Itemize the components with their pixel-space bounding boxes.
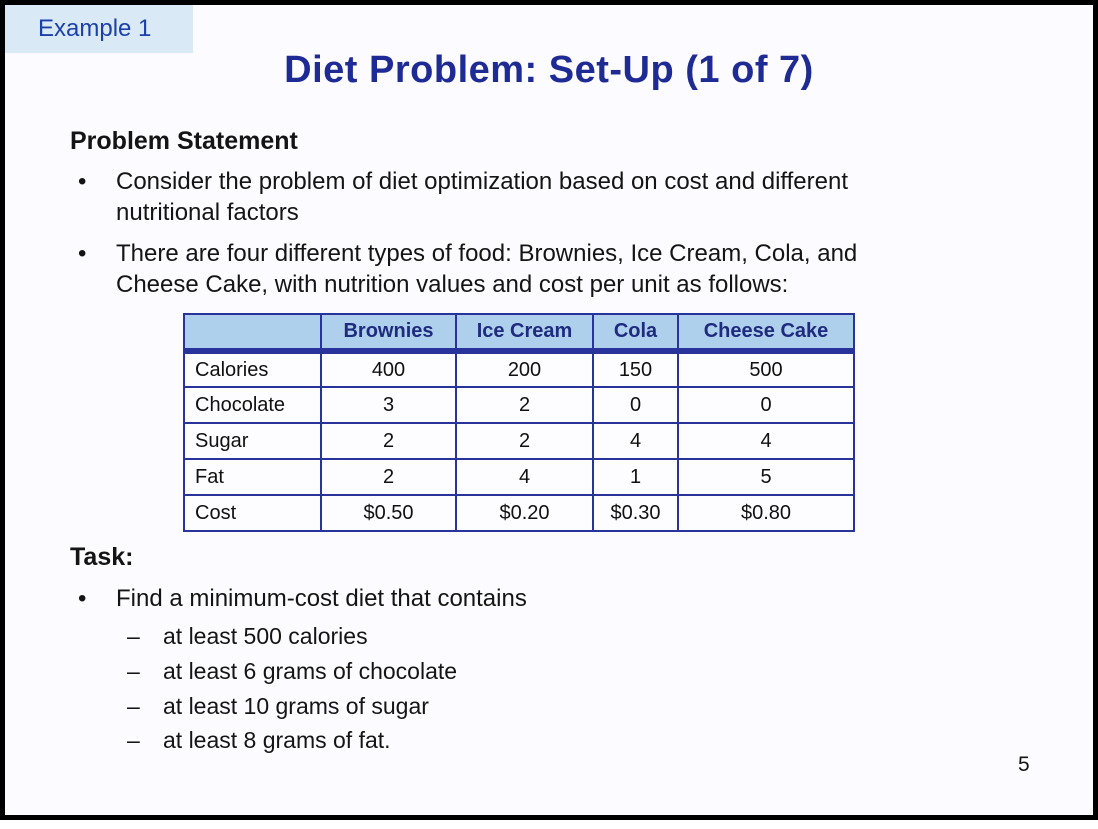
row-label: Fat (183, 458, 322, 496)
cell-value: 2 (320, 422, 457, 460)
dash-marker: – (127, 623, 140, 649)
task-sub-bullet-sugar: – at least 10 grams of sugar (127, 692, 429, 721)
column-header-cheese-cake: Cheese Cake (677, 313, 855, 354)
column-header-empty (183, 313, 322, 354)
dash-marker: – (127, 658, 140, 684)
task-sub-bullet-fat: – at least 8 grams of fat. (127, 726, 391, 755)
cell-value: 2 (320, 458, 457, 496)
problem-statement-heading: Problem Statement (70, 127, 298, 155)
cell-value: 1 (592, 458, 679, 496)
column-header-ice-cream: Ice Cream (455, 313, 594, 354)
cell-value: 400 (320, 350, 457, 388)
nutrition-table-container: Brownies Ice Cream Cola Cheese Cake Calo… (183, 313, 855, 532)
table-row-fat: Fat 2 4 1 5 (183, 458, 855, 496)
cell-value: $0.30 (592, 494, 679, 532)
task-bullet: • Find a minimum-cost diet that contains (78, 583, 938, 614)
cell-value: 200 (455, 350, 594, 388)
cell-value: 4 (592, 422, 679, 460)
dash-marker: – (127, 727, 140, 753)
task-sub-bullet-chocolate: – at least 6 grams of chocolate (127, 657, 457, 686)
task-sub-bullet-text: at least 500 calories (163, 623, 368, 649)
task-sub-bullet-text: at least 8 grams of fat. (163, 727, 391, 753)
slide-title: Diet Problem: Set-Up (1 of 7) (284, 49, 814, 91)
row-label: Cost (183, 494, 322, 532)
cell-value: 4 (455, 458, 594, 496)
task-bullet-text: Find a minimum-cost diet that contains (116, 585, 527, 612)
cell-value: 150 (592, 350, 679, 388)
table-header-row: Brownies Ice Cream Cola Cheese Cake (183, 313, 855, 354)
problem-bullet-2-text: There are four different types of food: … (116, 240, 858, 298)
problem-bullet-1-text: Consider the problem of diet optimizatio… (116, 168, 848, 226)
column-header-cola: Cola (592, 313, 679, 354)
cell-value: 0 (677, 386, 855, 424)
row-label: Chocolate (183, 386, 322, 424)
cell-value: 5 (677, 458, 855, 496)
cell-value: 4 (677, 422, 855, 460)
table-row-calories: Calories 400 200 150 500 (183, 350, 855, 388)
cell-value: $0.80 (677, 494, 855, 532)
cell-value: 0 (592, 386, 679, 424)
dash-marker: – (127, 693, 140, 719)
table-row-chocolate: Chocolate 3 2 0 0 (183, 386, 855, 424)
example-badge: Example 1 (5, 5, 193, 53)
task-sub-bullet-calories: – at least 500 calories (127, 622, 368, 651)
cell-value: 500 (677, 350, 855, 388)
bullet-marker: • (78, 240, 87, 267)
bullet-marker: • (78, 585, 87, 612)
table-row-cost: Cost $0.50 $0.20 $0.30 $0.80 (183, 494, 855, 532)
cell-value: $0.20 (455, 494, 594, 532)
problem-bullet-2: • There are four different types of food… (78, 238, 938, 300)
bullet-marker: • (78, 168, 87, 195)
row-label: Sugar (183, 422, 322, 460)
row-label: Calories (183, 350, 322, 388)
task-sub-bullet-text: at least 6 grams of chocolate (163, 658, 458, 684)
nutrition-table: Brownies Ice Cream Cola Cheese Cake Calo… (183, 313, 855, 532)
cell-value: 2 (455, 422, 594, 460)
cell-value: $0.50 (320, 494, 457, 532)
task-heading: Task: (70, 543, 134, 571)
page-number: 5 (1018, 753, 1030, 776)
table-row-sugar: Sugar 2 2 4 4 (183, 422, 855, 460)
task-sub-bullet-text: at least 10 grams of sugar (163, 693, 429, 719)
cell-value: 3 (320, 386, 457, 424)
column-header-brownies: Brownies (320, 313, 457, 354)
example-badge-label: Example 1 (38, 15, 152, 42)
cell-value: 2 (455, 386, 594, 424)
problem-bullet-1: • Consider the problem of diet optimizat… (78, 166, 938, 228)
